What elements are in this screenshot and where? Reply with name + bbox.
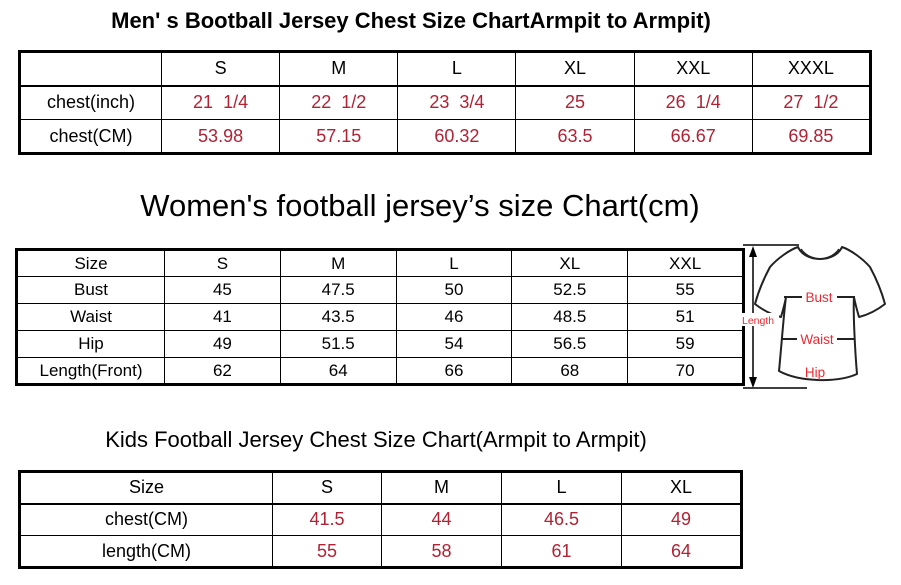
col-header: M [381,471,502,505]
size-value: 49 [164,330,281,358]
size-value: 59 [627,330,744,358]
size-value: 55 [627,276,744,304]
col-header: Size [19,471,273,505]
size-value: 46 [395,303,513,331]
row-label: Hip [16,330,165,358]
table-header-row: Size S M L XL [19,471,742,505]
table-row: Hip 49 51.5 54 56.5 59 [16,330,744,358]
size-value: 21 1/4 [160,85,281,120]
size-value: 46.5 [501,503,622,536]
size-value: 66.67 [633,119,753,154]
size-value: 63.5 [515,119,635,154]
womens-size-table: Size S M L XL XXL Bust 45 47.5 50 52.5 5… [15,248,745,386]
col-header: M [279,51,399,87]
col-header: XXL [633,51,753,87]
row-label: Bust [16,276,165,304]
table-row: Length(Front) 62 64 66 68 70 [16,357,744,385]
arrow-up-icon [749,246,757,257]
size-value: 60.32 [397,119,517,154]
col-header: L [501,471,622,505]
hip-label: Hip [805,365,825,380]
size-value: 56.5 [511,330,629,358]
col-header: Size [16,249,165,277]
womens-chart-title: Women's football jersey’s size Chart(cm) [140,188,700,223]
size-value: 50 [395,276,513,304]
col-header: XL [621,471,742,505]
col-header: L [397,51,517,87]
col-header: S [164,249,281,277]
row-label: chest(inch) [19,85,162,120]
size-value: 47.5 [279,276,397,304]
size-value: 68 [511,357,629,385]
size-value: 70 [627,357,744,385]
size-value: 22 1/2 [279,85,399,120]
row-label: chest(CM) [19,503,273,536]
row-label: Length(Front) [16,357,165,385]
mens-size-table: S M L XL XXL XXXL chest(inch) 21 1/4 22 … [18,50,872,155]
size-value: 55 [272,535,382,568]
size-value: 25 [515,85,635,120]
size-value: 49 [621,503,742,536]
size-value: 48.5 [511,303,629,331]
col-header: XXXL [751,51,872,87]
col-header: S [272,471,382,505]
size-value: 66 [395,357,513,385]
size-value: 43.5 [279,303,397,331]
size-value: 61 [501,535,622,568]
mens-chart-title: Men' s Bootball Jersey Chest Size ChartA… [111,8,711,33]
size-value: 52.5 [511,276,629,304]
table-row: chest(CM) 53.98 57.15 60.32 63.5 66.67 6… [19,119,872,154]
table-row: Bust 45 47.5 50 52.5 55 [16,276,744,304]
size-value: 27 1/2 [751,85,872,120]
table-row: chest(inch) 21 1/4 22 1/2 23 3/4 25 26 1… [19,85,872,120]
size-value: 53.98 [160,119,281,154]
waist-label: Waist [800,332,833,347]
size-value: 23 3/4 [397,85,517,120]
col-header: XXL [627,249,744,277]
kids-size-table: Size S M L XL chest(CM) 41.5 44 46.5 49 … [18,470,743,569]
arrow-down-icon [749,377,757,388]
size-value: 62 [164,357,281,385]
table-header-row: S M L XL XXL XXXL [19,51,872,87]
collar-line [800,248,840,260]
size-value: 64 [621,535,742,568]
row-label: length(CM) [19,535,273,568]
size-value: 58 [381,535,502,568]
table-row: length(CM) 55 58 61 64 [19,535,742,568]
row-label: chest(CM) [19,119,162,154]
kids-chart-title: Kids Football Jersey Chest Size Chart(Ar… [105,427,647,452]
table-row: Waist 41 43.5 46 48.5 51 [16,303,744,331]
size-value: 57.15 [279,119,399,154]
tshirt-icon [754,246,886,381]
row-label: Waist [16,303,165,331]
col-header: XL [511,249,629,277]
tshirt-measurement-diagram: Length Bust Waist Hip [741,244,886,389]
size-value: 41 [164,303,281,331]
col-header: M [279,249,397,277]
size-value: 69.85 [751,119,872,154]
col-header: L [395,249,513,277]
col-header [19,51,162,87]
size-value: 45 [164,276,281,304]
length-label: Length [742,315,774,327]
table-header-row: Size S M L XL XXL [16,249,744,277]
size-value: 54 [395,330,513,358]
size-value: 44 [381,503,502,536]
size-value: 26 1/4 [633,85,753,120]
length-label-bg [741,313,779,326]
col-header: XL [515,51,635,87]
col-header: S [160,51,281,87]
size-value: 51.5 [279,330,397,358]
size-value: 64 [279,357,397,385]
size-value: 41.5 [272,503,382,536]
bust-label: Bust [805,290,832,305]
size-value: 51 [627,303,744,331]
table-row: chest(CM) 41.5 44 46.5 49 [19,503,742,536]
